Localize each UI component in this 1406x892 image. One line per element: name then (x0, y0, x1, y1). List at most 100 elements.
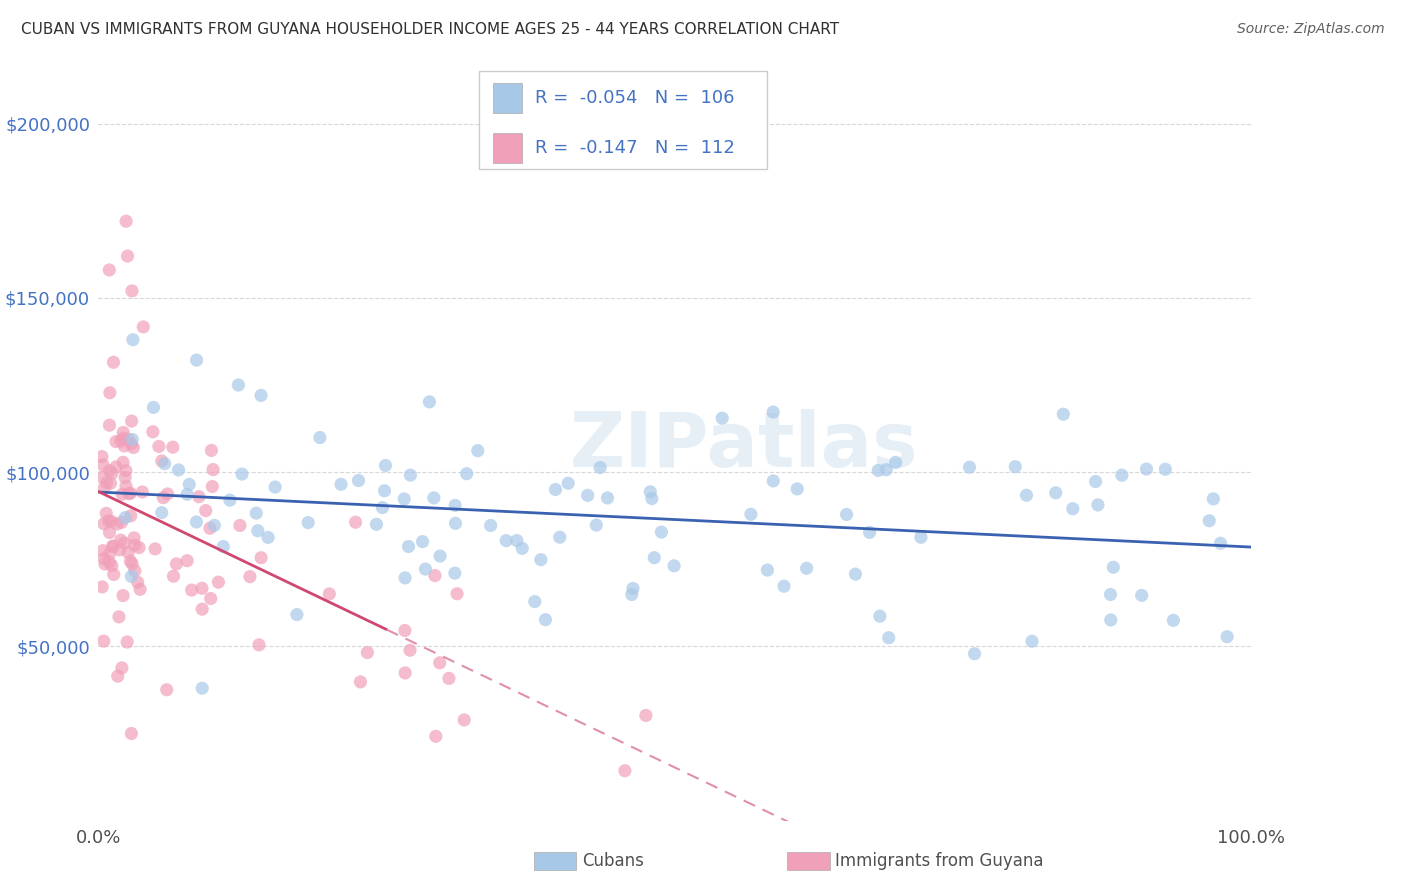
Point (229, 518, 252, 533)
Point (1130, 588, 1153, 602)
Point (835, 508, 858, 522)
Point (868, 463, 890, 477)
Point (101, 539, 124, 553)
Point (108, 542, 131, 557)
Point (318, 587, 340, 601)
Point (120, 486, 142, 500)
Point (1163, 613, 1185, 627)
Point (105, 517, 128, 532)
Point (349, 674, 371, 689)
Point (103, 567, 125, 582)
Point (366, 517, 388, 532)
Point (156, 682, 179, 697)
Point (120, 726, 142, 740)
Point (596, 491, 619, 505)
Point (115, 635, 138, 649)
Point (418, 395, 440, 409)
Point (200, 591, 222, 606)
Point (446, 587, 468, 601)
Point (100, 476, 122, 491)
Point (844, 567, 866, 582)
Point (250, 550, 273, 565)
Point (534, 613, 557, 627)
Point (107, 669, 129, 683)
Point (1021, 634, 1043, 648)
Point (394, 665, 416, 680)
Point (429, 549, 451, 563)
Point (200, 443, 222, 458)
Point (585, 518, 607, 533)
Point (1004, 459, 1026, 474)
Point (634, 708, 657, 723)
FancyBboxPatch shape (479, 71, 768, 169)
Point (153, 457, 176, 471)
Point (1087, 498, 1109, 512)
Point (371, 500, 394, 515)
Point (111, 487, 134, 501)
Point (202, 462, 225, 476)
Point (1062, 501, 1084, 516)
Point (347, 474, 370, 488)
Text: Immigrants from Guyana: Immigrants from Guyana (835, 852, 1043, 870)
Point (156, 487, 179, 501)
Point (201, 479, 224, 493)
Point (762, 474, 785, 488)
Point (124, 564, 146, 578)
Point (1099, 587, 1122, 601)
Point (245, 506, 267, 520)
Point (143, 541, 166, 556)
Point (412, 534, 434, 549)
Point (756, 563, 779, 577)
Point (650, 525, 672, 540)
FancyBboxPatch shape (492, 133, 522, 162)
Point (105, 459, 128, 474)
Point (1135, 462, 1157, 476)
Point (576, 488, 599, 502)
Point (191, 602, 214, 616)
Point (453, 713, 475, 727)
Point (97, 514, 120, 528)
Point (98, 385, 121, 400)
Point (869, 609, 891, 624)
Point (444, 566, 467, 581)
Point (479, 518, 502, 533)
Point (142, 401, 165, 415)
Point (152, 491, 174, 505)
FancyBboxPatch shape (492, 83, 522, 112)
Point (620, 587, 643, 601)
Point (1198, 514, 1220, 528)
Point (176, 554, 198, 568)
Point (506, 533, 529, 548)
Point (115, 479, 138, 493)
Point (194, 503, 217, 517)
Point (437, 672, 460, 686)
Point (148, 439, 170, 453)
Point (122, 441, 145, 455)
Point (510, 541, 533, 556)
Point (212, 540, 235, 554)
Point (121, 284, 143, 298)
Point (90, 450, 112, 464)
Point (1111, 468, 1133, 483)
Point (112, 425, 135, 440)
Point (198, 521, 221, 535)
Point (884, 455, 907, 469)
Point (621, 582, 644, 596)
Point (91, 458, 114, 472)
Point (117, 545, 139, 559)
Point (129, 582, 152, 597)
Point (108, 610, 131, 624)
Point (142, 425, 165, 439)
Point (191, 681, 214, 696)
Point (425, 729, 447, 743)
Point (495, 533, 517, 548)
Point (91, 470, 114, 484)
Point (309, 430, 332, 444)
Point (112, 431, 135, 445)
Point (150, 506, 173, 520)
Point (112, 439, 135, 453)
Point (641, 491, 664, 506)
Point (394, 571, 416, 585)
Point (180, 583, 202, 598)
Point (1202, 491, 1225, 506)
